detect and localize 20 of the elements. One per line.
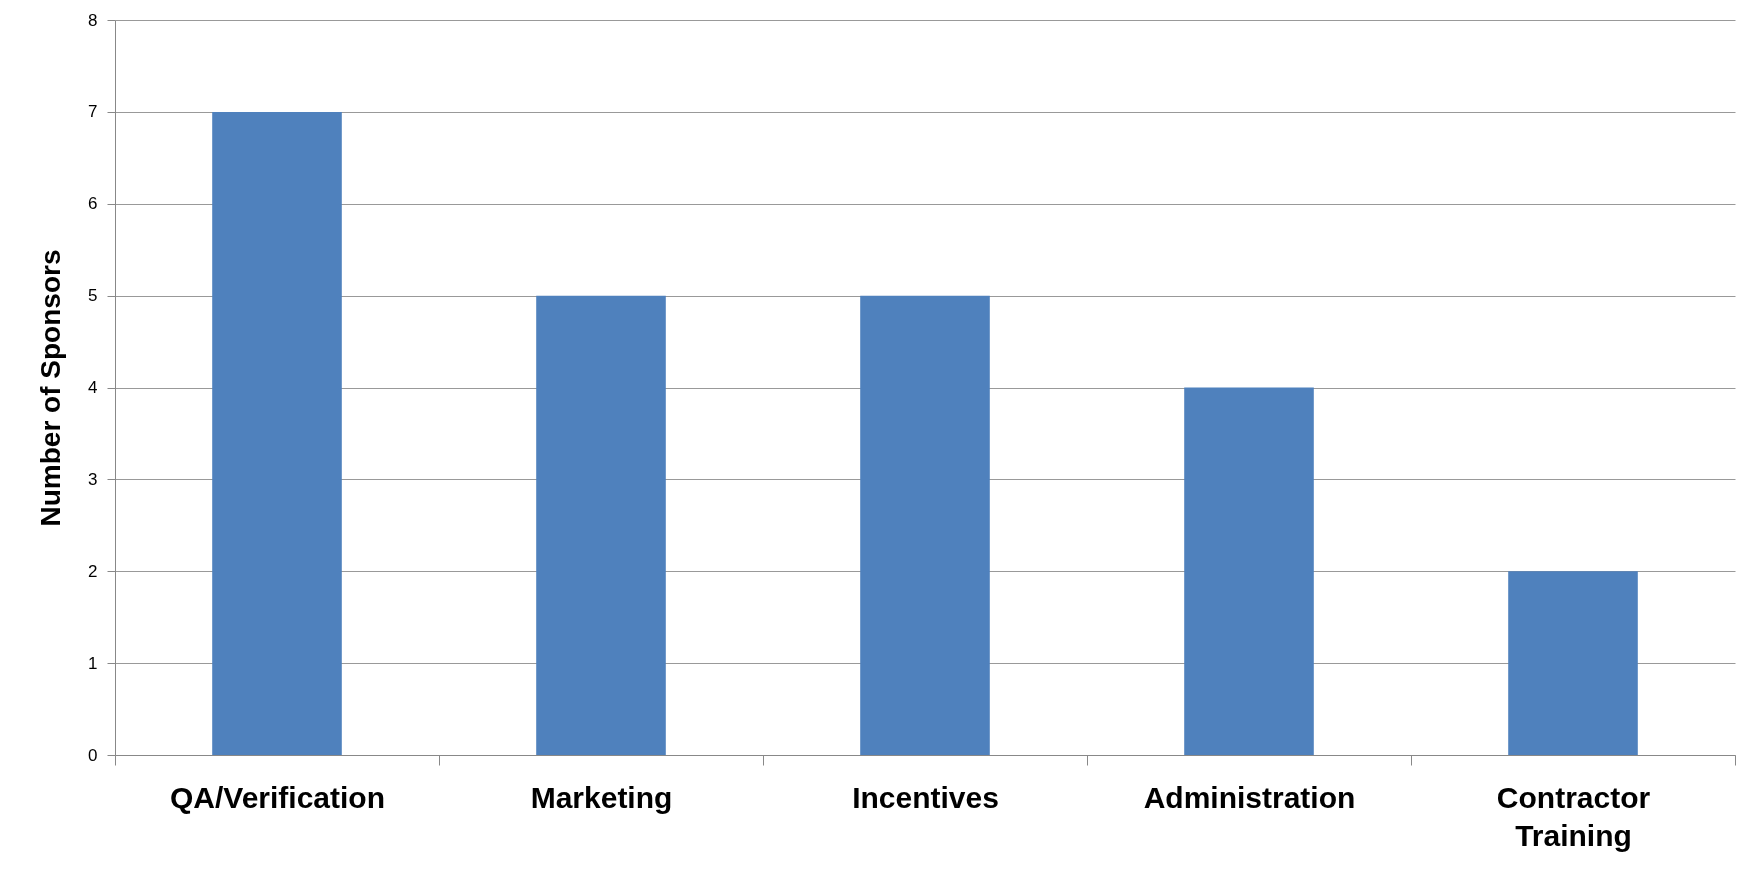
bar	[1184, 387, 1314, 755]
x-tick-label: Contractor Training	[1496, 780, 1651, 852]
y-tick-label: 1	[88, 653, 98, 673]
bar	[860, 295, 990, 755]
x-tick-label: QA/Verification	[169, 780, 386, 814]
y-tick-label: 4	[88, 378, 98, 397]
bar	[536, 295, 666, 755]
x-tick-label: Administration	[1143, 780, 1356, 814]
x-tick-label: Marketing	[530, 780, 673, 814]
y-tick-label: 0	[88, 745, 98, 765]
bar	[1508, 571, 1638, 755]
bar	[212, 111, 342, 755]
x-tick-label: Incentives	[852, 780, 999, 814]
y-tick-label: 8	[88, 10, 98, 30]
y-tick-label: 6	[88, 194, 98, 214]
y-tick-label: 7	[88, 102, 98, 122]
y-tick-label: 3	[88, 469, 98, 489]
y-axis-title: Number of Sponsors	[35, 249, 67, 527]
y-tick-label: 2	[88, 561, 98, 581]
y-tick-label: 5	[88, 286, 98, 306]
